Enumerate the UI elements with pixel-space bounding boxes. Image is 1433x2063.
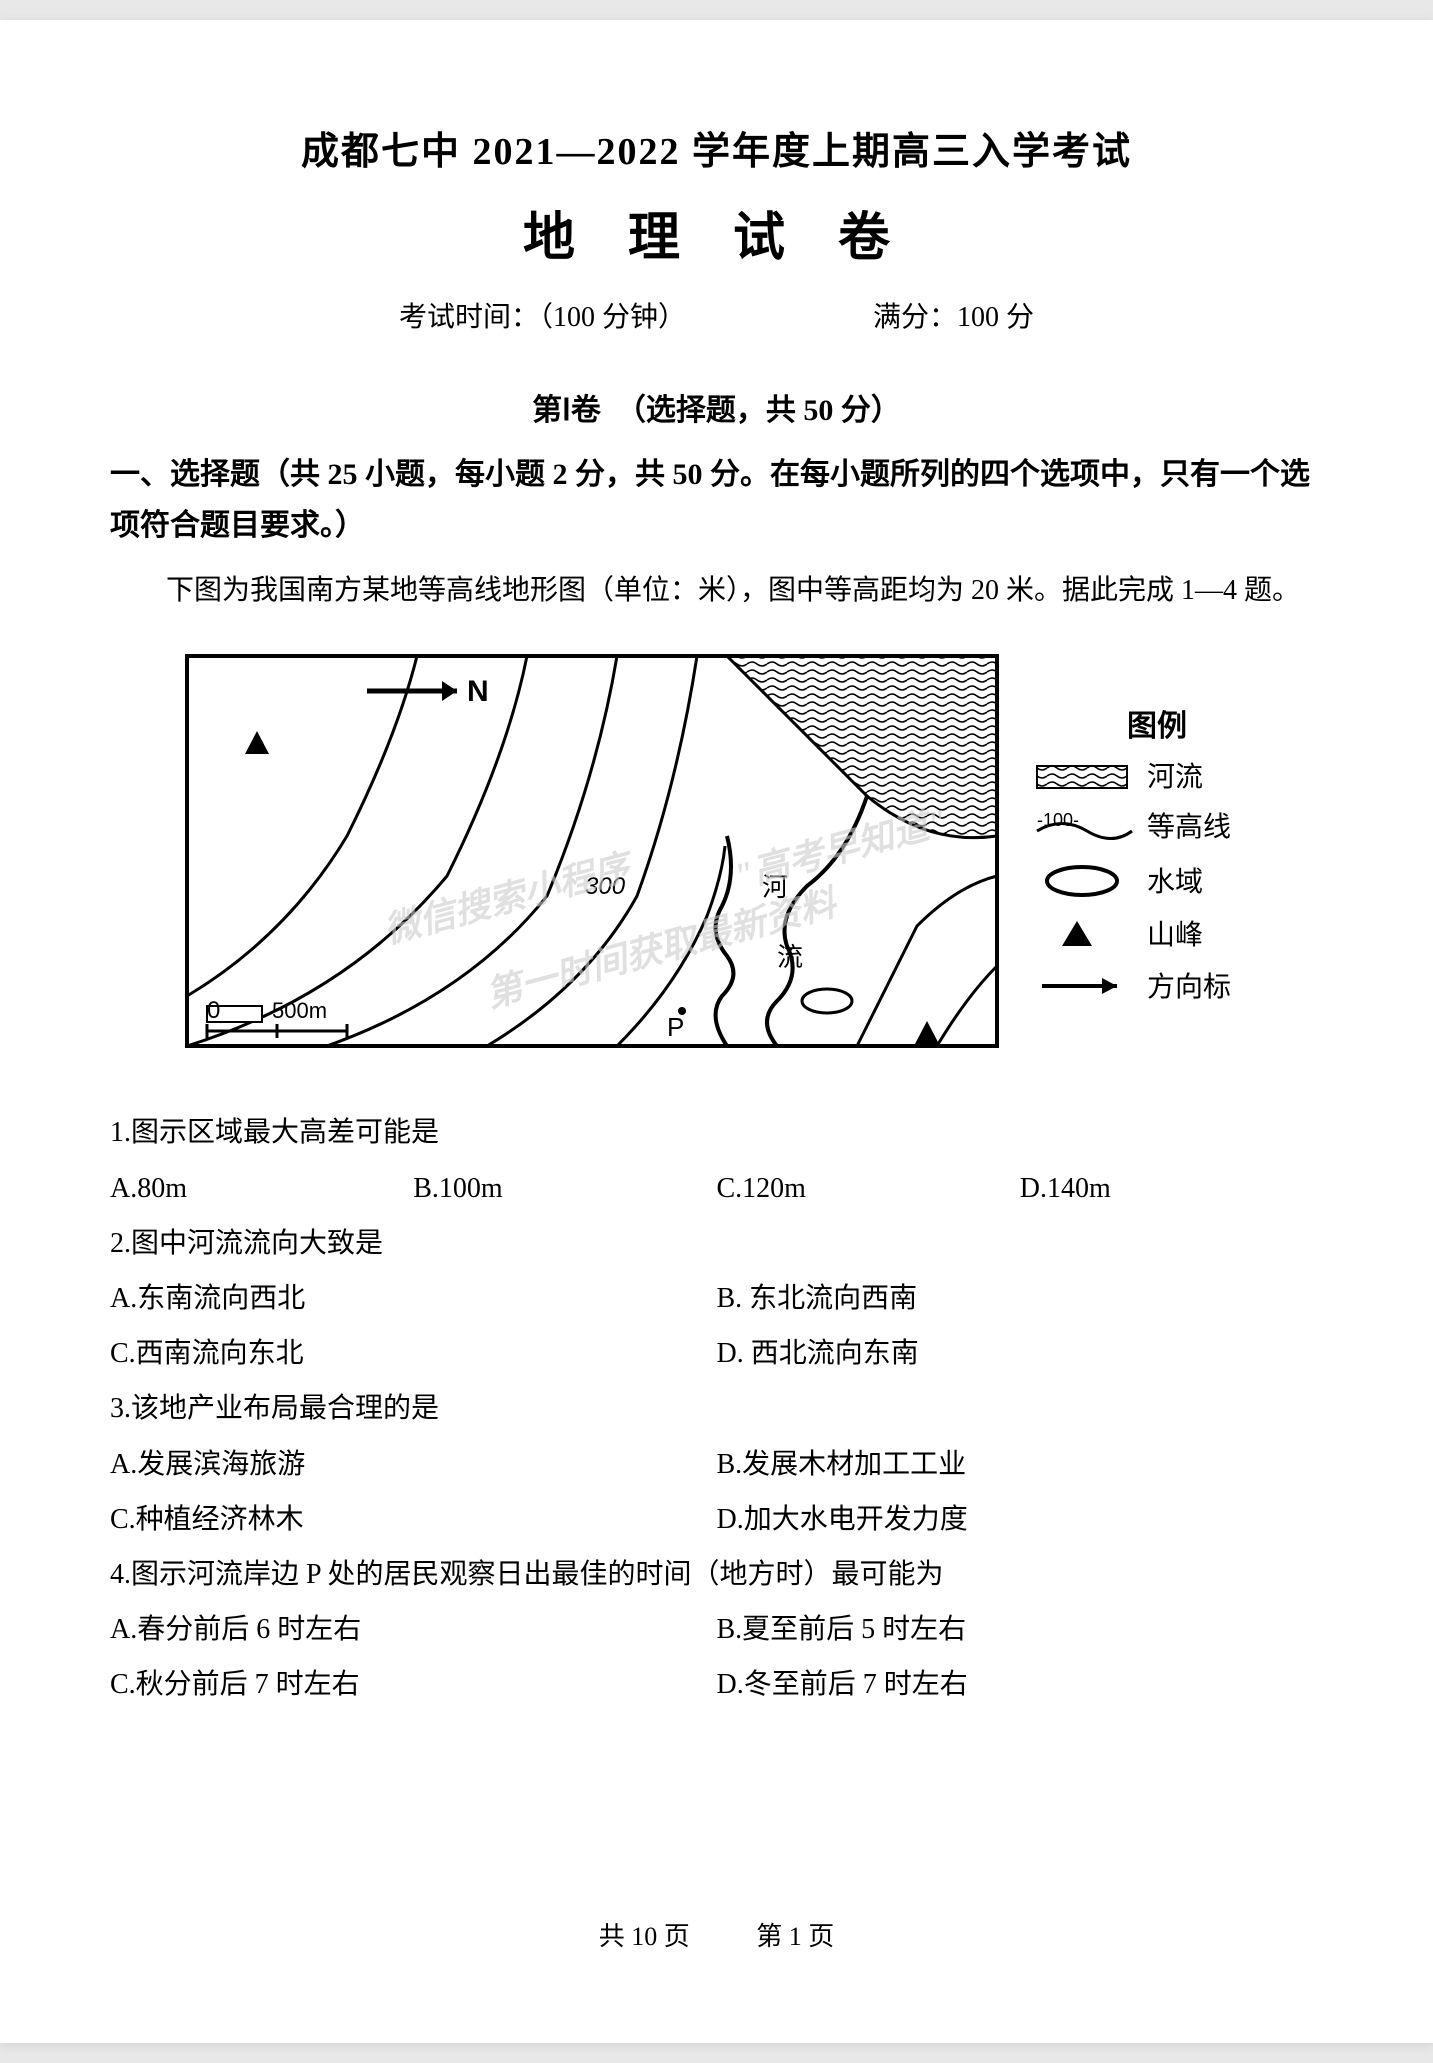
river-channel-left <box>715 836 733 1046</box>
map-container: 河 流 300 N <box>110 636 1323 1066</box>
exam-page: 成都七中 2021—2022 学年度上期高三入学考试 地 理 试 卷 考试时间：… <box>0 20 1433 2043</box>
q1-option-a: A.80m <box>110 1162 413 1215</box>
river-label-char1: 河 <box>762 873 788 902</box>
legend-peak-label: 山峰 <box>1147 919 1203 951</box>
question-3: 3.该地产业布局最合理的是 <box>110 1382 1323 1435</box>
section-header: 第Ⅰ卷 （选择题，共 50 分） <box>110 385 1323 429</box>
north-label: N <box>467 675 489 708</box>
question-3-options-row2: C.种植经济林木 D.加大水电开发力度 <box>110 1493 1323 1546</box>
topographic-map: 河 流 300 N <box>167 636 1267 1066</box>
legend-peak-symbol <box>1062 921 1092 946</box>
q3-option-a: A.发展滨海旅游 <box>110 1438 717 1491</box>
full-score-label: 满分：100 分 <box>873 295 1034 335</box>
footer-total-pages: 共 10 页 <box>599 1922 690 1951</box>
scale-0-label: 0 <box>207 997 220 1024</box>
q2-option-a: A.东南流向西北 <box>110 1272 717 1325</box>
title-main: 成都七中 2021—2022 学年度上期高三入学考试 <box>110 120 1323 175</box>
question-2: 2.图中河流流向大致是 <box>110 1217 1323 1270</box>
exam-info-row: 考试时间：（100 分钟） 满分：100 分 <box>110 295 1323 335</box>
q2-option-c: C.西南流向东北 <box>110 1327 717 1380</box>
contour-300-label: 300 <box>585 873 626 900</box>
peak-1 <box>245 731 269 754</box>
q4-option-b: B.夏至前后 5 时左右 <box>717 1603 1324 1656</box>
contour-r2 <box>937 966 997 1046</box>
question-4-options-row2: C.秋分前后 7 时左右 D.冬至前后 7 时左右 <box>110 1658 1323 1711</box>
legend-arrow-label: 方向标 <box>1147 971 1231 1003</box>
q4-option-d: D.冬至前后 7 时左右 <box>717 1658 1324 1711</box>
q1-option-d: D.140m <box>1020 1162 1323 1215</box>
passage-text: 下图为我国南方某地等高线地形图（单位：米），图中等高距均为 20 米。据此完成 … <box>110 566 1323 616</box>
questions-block: 1.图示区域最大高差可能是 A.80m B.100m C.120m D.140m… <box>110 1106 1323 1711</box>
contour-r1 <box>857 876 997 1046</box>
q2-option-d: D. 西北流向东南 <box>717 1327 1324 1380</box>
question-1-options: A.80m B.100m C.120m D.140m <box>110 1162 1323 1215</box>
q3-option-d: D.加大水电开发力度 <box>717 1493 1324 1546</box>
legend-water-label: 水域 <box>1147 866 1203 898</box>
legend-water-symbol <box>1047 867 1117 895</box>
contour-2 <box>187 656 527 1046</box>
q1-option-c: C.120m <box>717 1162 1020 1215</box>
legend-title: 图例 <box>1127 710 1187 743</box>
point-p-label: P <box>667 1012 684 1042</box>
contour-1 <box>187 656 417 996</box>
page-footer: 共 10 页 第 1 页 <box>0 1916 1433 1953</box>
exam-time-label: 考试时间：（100 分钟） <box>399 295 686 335</box>
q3-option-b: B.发展木材加工工业 <box>717 1438 1324 1491</box>
river-label-char2: 流 <box>777 943 803 972</box>
q2-option-b: B. 东北流向西南 <box>717 1272 1324 1325</box>
question-4-options-row1: A.春分前后 6 时左右 B.夏至前后 5 时左右 <box>110 1603 1323 1656</box>
question-2-options-row1: A.东南流向西北 B. 东北流向西南 <box>110 1272 1323 1325</box>
footer-current-page: 第 1 页 <box>756 1922 834 1951</box>
legend-river-label: 河流 <box>1147 761 1203 793</box>
question-3-options-row1: A.发展滨海旅游 B.发展木材加工工业 <box>110 1438 1323 1491</box>
q4-option-c: C.秋分前后 7 时左右 <box>110 1658 717 1711</box>
question-2-options-row2: C.西南流向东北 D. 西北流向东南 <box>110 1327 1323 1380</box>
contour-3 <box>327 656 617 1046</box>
q3-option-c: C.种植经济林木 <box>110 1493 717 1546</box>
section-instructions: 一、选择题（共 25 小题，每小题 2 分，共 50 分。在每小题所列的四个选项… <box>110 449 1323 551</box>
q1-option-b: B.100m <box>413 1162 716 1215</box>
legend-arrow-head <box>1102 978 1117 994</box>
question-1: 1.图示区域最大高差可能是 <box>110 1106 1323 1159</box>
q4-option-a: A.春分前后 6 时左右 <box>110 1603 717 1656</box>
legend-contour-label: 等高线 <box>1147 811 1231 843</box>
peak-2 <box>915 1021 939 1044</box>
north-arrow-head <box>442 681 457 701</box>
scale-500-label: 500m <box>272 998 327 1023</box>
legend-river-symbol <box>1037 766 1127 788</box>
river-channel-right <box>767 796 867 1046</box>
title-sub: 地 理 试 卷 <box>110 195 1323 270</box>
legend-contour-100: -100- <box>1037 810 1079 830</box>
water-body-oval <box>802 989 852 1013</box>
question-4: 4.图示河流岸边 P 处的居民观察日出最佳的时间（地方时）最可能为 <box>110 1548 1323 1601</box>
